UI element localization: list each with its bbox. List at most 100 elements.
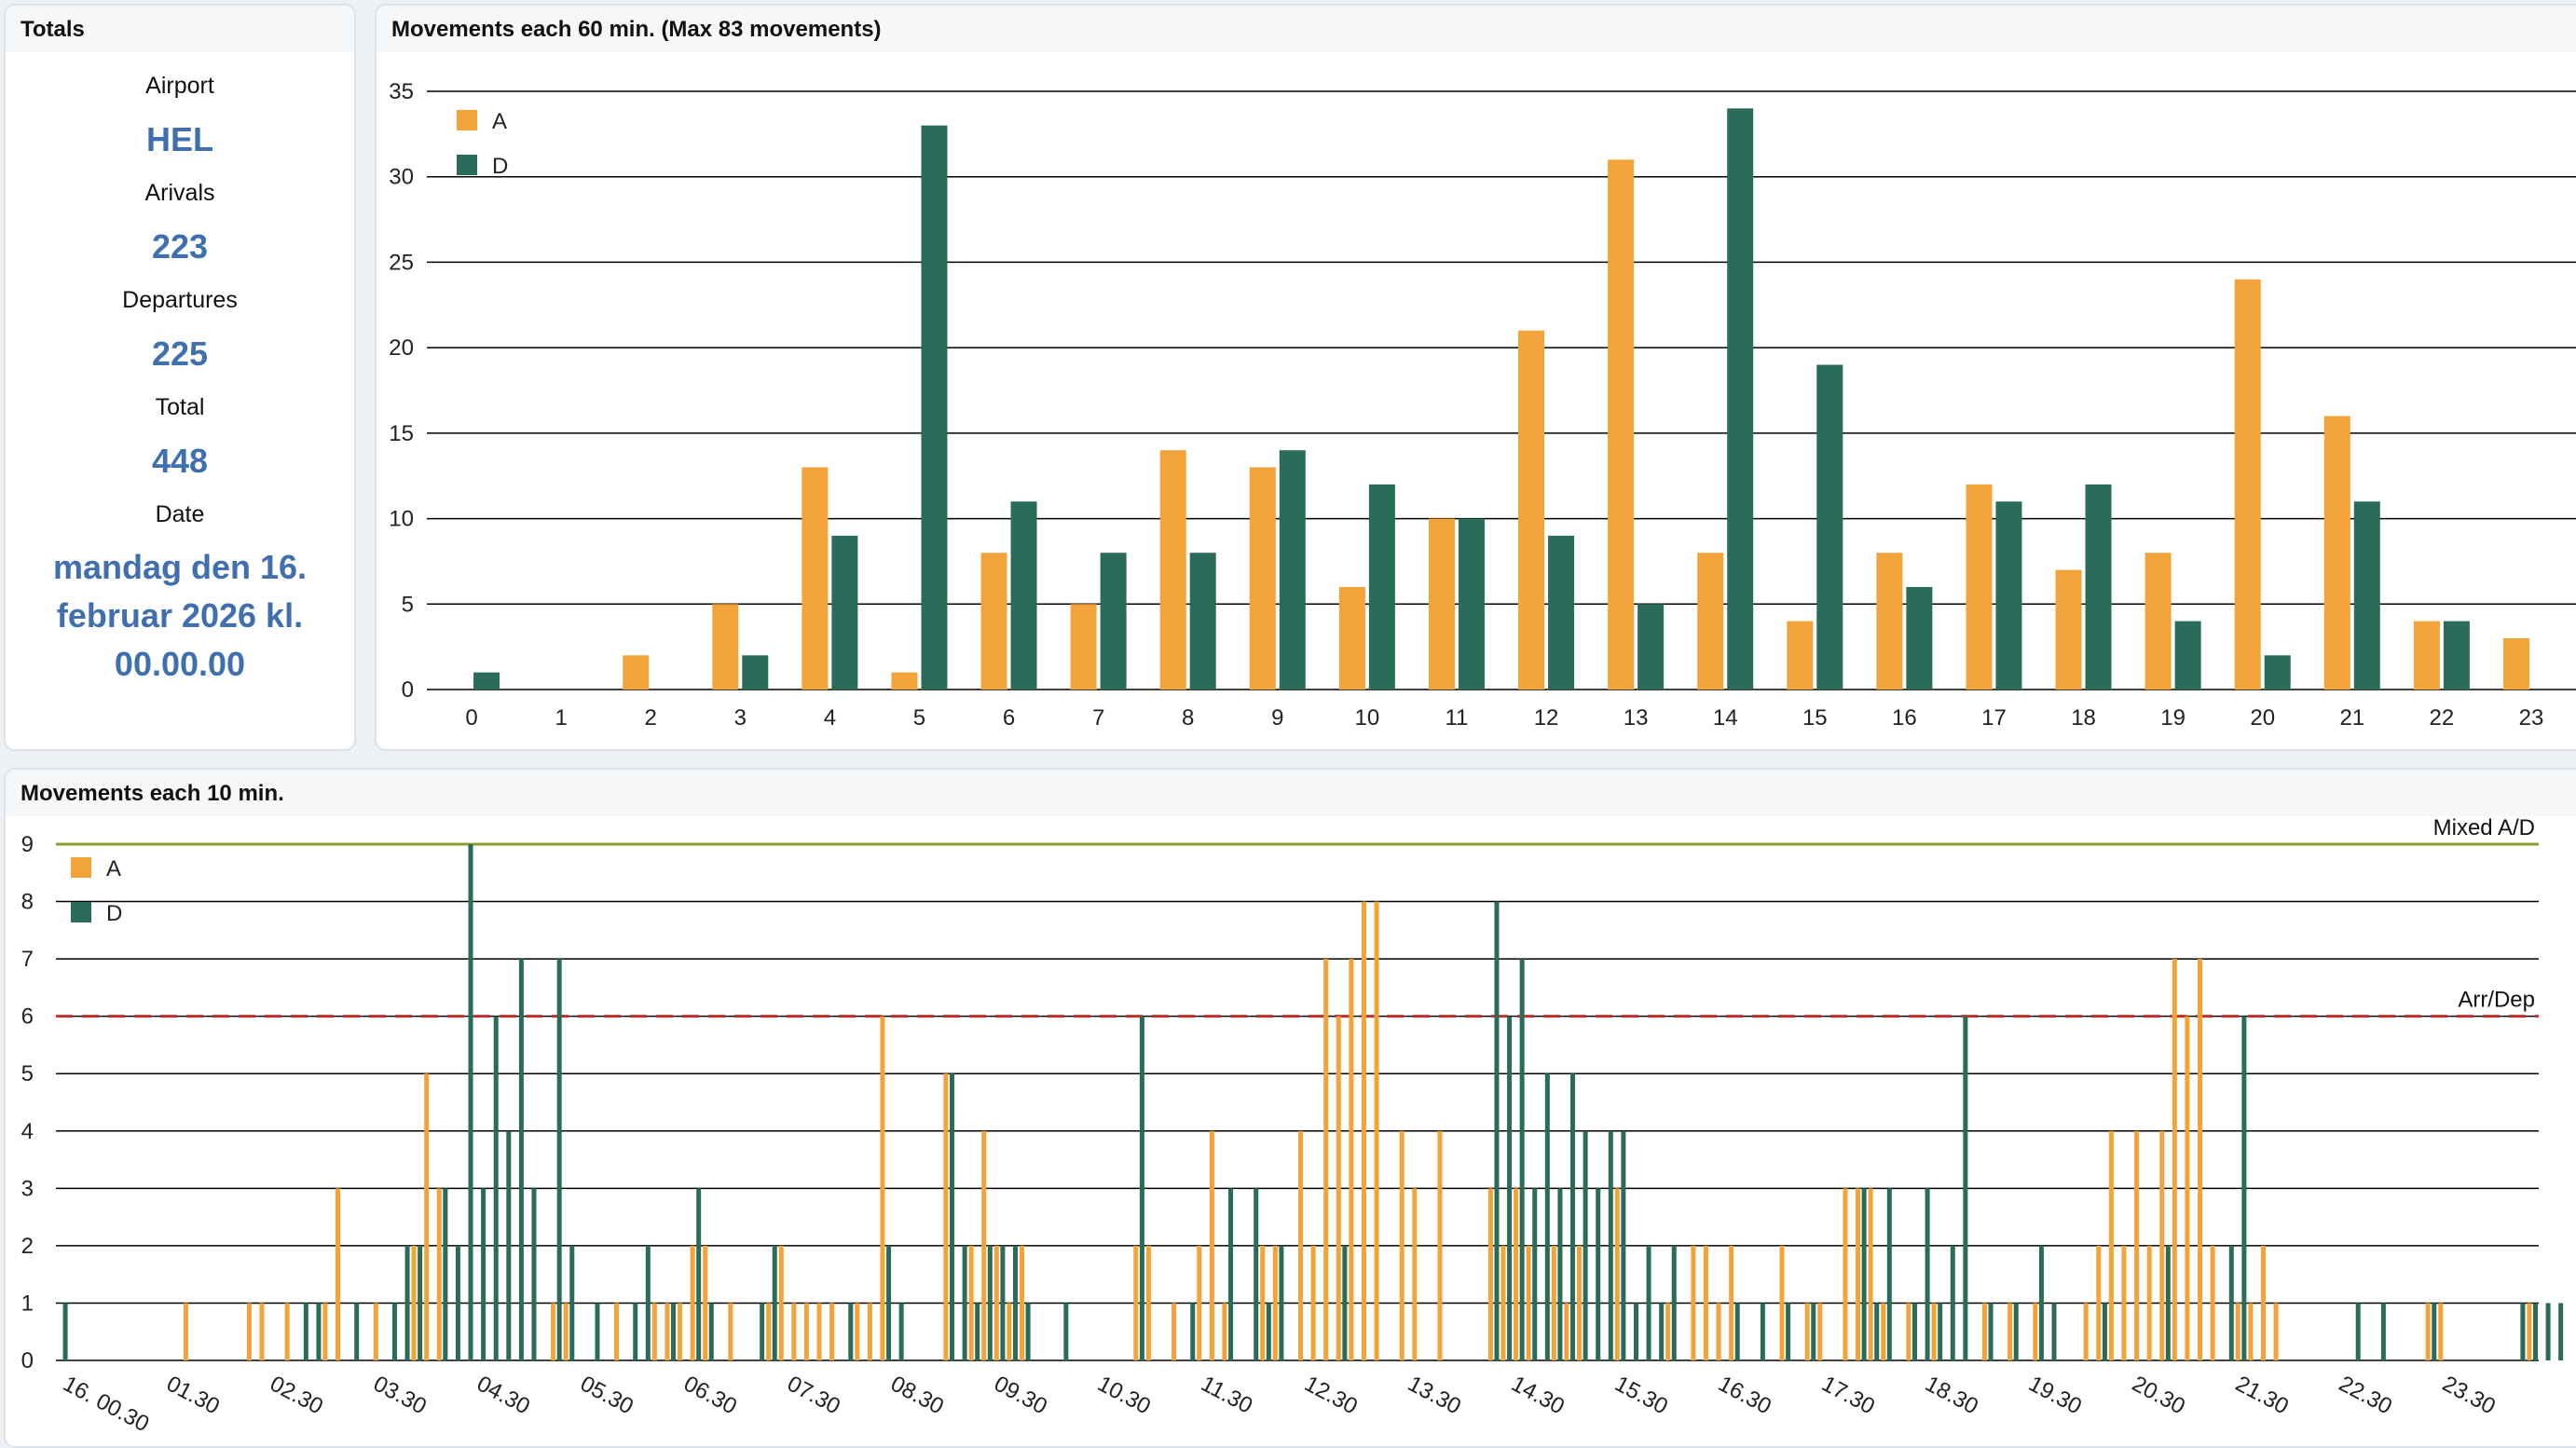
x-tick-label: 4	[824, 705, 836, 731]
bar-departure-slot-94	[1254, 1188, 1259, 1360]
y-tick-label: 10	[389, 507, 414, 532]
bar-arrival-10	[1338, 586, 1365, 690]
hourly-legend: AD	[457, 109, 508, 179]
bar-arrival-slot-10	[183, 1303, 188, 1360]
bar-arrival-slot-173	[2248, 1303, 2254, 1360]
x-tick-label: 2	[645, 705, 657, 731]
x-tick-label: 19	[2160, 705, 2185, 731]
bar-arrival-slot-104	[1374, 901, 1379, 1360]
y-tick-label: 4	[21, 1119, 34, 1144]
bar-arrival-23	[2502, 637, 2529, 690]
x-tick-label: 22	[2430, 705, 2455, 731]
bar-arrival-slot-53	[728, 1303, 733, 1360]
y-tick-label: 6	[21, 1004, 34, 1030]
totals-panel: Totals Airport HEL Arivals 223 Departure…	[4, 4, 356, 751]
bar-departure-slot-56	[772, 1245, 777, 1360]
x-tick-label: 02.30	[266, 1371, 327, 1419]
y-tick-label: 30	[389, 165, 414, 190]
bar-departure-11	[1458, 518, 1485, 690]
bar-departure-slot-27	[404, 1245, 410, 1360]
bar-arrival-slot-106	[1399, 1130, 1404, 1360]
bar-departure-slot-144	[1886, 1188, 1892, 1360]
x-tick-label: 21.30	[2231, 1371, 2293, 1419]
bar-departure-slot-147	[1925, 1188, 1930, 1360]
bar-arrival-slot-86	[1145, 1245, 1151, 1360]
x-tick-label: 08.30	[886, 1371, 948, 1419]
bar-arrival-2	[623, 655, 650, 690]
x-tick-label: 10.30	[1093, 1371, 1155, 1419]
bar-departure-slot-26	[391, 1303, 397, 1360]
bar-departure-slot-19	[303, 1303, 308, 1360]
bar-arrival-slot-172	[2235, 1303, 2240, 1360]
bar-arrival-slot-21	[322, 1303, 328, 1360]
bar-arrival-slot-113	[1487, 1188, 1493, 1360]
y-tick-label: 0	[21, 1348, 34, 1373]
bar-arrival-slot-28	[411, 1245, 417, 1360]
bar-departure-slot-181	[2355, 1303, 2361, 1360]
bar-arrival-15	[1787, 621, 1814, 690]
bar-departure-15	[1816, 364, 1843, 690]
bar-arrival-8	[1159, 450, 1186, 690]
bar-arrival-slot-187	[2425, 1303, 2431, 1360]
y-tick-label: 5	[21, 1061, 34, 1086]
x-tick-label: 14	[1713, 705, 1738, 731]
bar-departure-slot-150	[1963, 1016, 1968, 1360]
bar-departure-5	[921, 125, 948, 690]
x-tick-label: 9	[1271, 705, 1283, 731]
bar-arrival-slot-123	[1614, 1188, 1620, 1360]
bar-departure-slot-166	[2165, 1245, 2171, 1360]
bar-departure-slot-197	[2558, 1303, 2564, 1360]
tenmin-chart-title: Movements each 10 min.	[6, 770, 2576, 816]
bar-departure-19	[2174, 621, 2201, 690]
x-tick-label: 20	[2250, 705, 2275, 731]
bar-departure-slot-46	[645, 1245, 651, 1360]
bar-arrival-slot-169	[2198, 959, 2203, 1360]
y-tick-label: 2	[21, 1234, 34, 1259]
bar-arrival-slot-61	[829, 1303, 835, 1360]
bar-arrival-slot-98	[1298, 1130, 1303, 1360]
bar-arrival-slot-101	[1336, 1016, 1341, 1360]
bar-departure-slot-55	[760, 1303, 765, 1360]
bar-departure-slot-33	[481, 1188, 486, 1360]
bar-departure-slot-32	[468, 844, 473, 1360]
bar-departure-slot-156	[2038, 1245, 2044, 1360]
y-tick-label: 15	[389, 421, 414, 446]
totals-body: Airport HEL Arivals 223 Departures 225 T…	[6, 73, 354, 689]
bar-departure-slot-142	[1861, 1188, 1867, 1360]
bar-departure-slot-75	[1012, 1245, 1018, 1360]
bar-departure-slot-154	[2013, 1303, 2019, 1360]
x-tick-label: 12	[1534, 705, 1559, 731]
bar-departure-slot-161	[2102, 1303, 2107, 1360]
bar-arrival-slot-75	[1007, 1303, 1012, 1360]
x-tick-label: 14.30	[1507, 1371, 1569, 1419]
airport-label: Airport	[145, 73, 214, 99]
bar-arrival-slot-76	[1019, 1245, 1024, 1360]
bar-arrival-slot-163	[2121, 1245, 2127, 1360]
bar-departure-slot-120	[1583, 1130, 1588, 1360]
x-tick-label: 07.30	[783, 1371, 844, 1419]
x-tick-label: 23.30	[2438, 1371, 2500, 1419]
bar-arrival-slot-166	[2159, 1130, 2165, 1360]
tenmin-chart-panel: Movements each 10 min. 0 1 2 3 4 5 6 7 8 9 Mixed A…	[4, 768, 2576, 1448]
bar-arrival-7	[1070, 604, 1097, 690]
bar-departure-slot-96	[1279, 1245, 1284, 1360]
bar-departure-21	[2353, 501, 2380, 690]
bar-departure-slot-152	[1988, 1303, 1994, 1360]
legend-swatch	[457, 110, 477, 130]
x-tick-label: 15.30	[1610, 1371, 1672, 1419]
bar-arrival-slot-115	[1514, 1188, 1519, 1360]
bar-arrival-slot-64	[867, 1303, 872, 1360]
x-tick-label: 19.30	[2024, 1371, 2086, 1419]
bar-arrival-slot-40	[563, 1303, 569, 1360]
bar-arrival-slot-103	[1361, 901, 1366, 1360]
bar-departure-slot-36	[518, 959, 524, 1360]
bar-departure-slot-42	[595, 1303, 600, 1360]
bar-arrival-slot-174	[2260, 1245, 2266, 1360]
bar-arrival-slot-161	[2096, 1245, 2102, 1360]
bar-departure-slot-85	[1139, 1016, 1144, 1360]
bar-arrival-slot-70	[943, 1073, 949, 1360]
bar-departure-slot-62	[848, 1303, 854, 1360]
y-tick-label: 20	[389, 335, 414, 361]
reference-line-label: Arr/Dep	[2458, 988, 2535, 1013]
